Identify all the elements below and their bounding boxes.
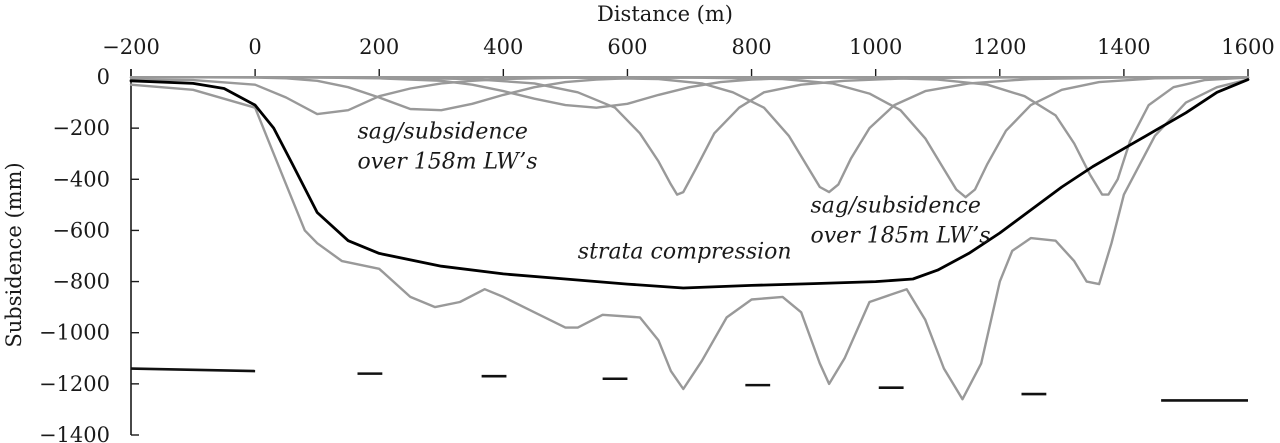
- x-tick-label: 1600: [1221, 35, 1274, 59]
- annotation-text: sag/subsidence over 158m LW’s: [358, 119, 538, 174]
- y-tick-label: −400: [52, 167, 110, 191]
- x-tick-label: 400: [483, 35, 523, 59]
- x-tick-label: 1400: [1097, 35, 1150, 59]
- y-tick-label: −1000: [39, 321, 110, 345]
- annotation-line: strata compression: [578, 240, 792, 265]
- x-tick-label: 1200: [973, 35, 1026, 59]
- series-line: [129, 76, 1250, 194]
- x-tick-label: 200: [359, 35, 399, 59]
- annotation-line: sag/subsidence: [358, 119, 528, 144]
- series-line: [129, 76, 1250, 199]
- x-tick-label: 600: [607, 35, 647, 59]
- annotations: sag/subsidence over 158m LW’ssag/subsiden…: [358, 119, 991, 264]
- panel-marker: [130, 367, 256, 373]
- series-line: [129, 76, 1250, 196]
- x-tick-label: 0: [248, 35, 261, 59]
- annotation-text: strata compression: [578, 240, 792, 265]
- series-layer: [129, 76, 1250, 401]
- annotation-line: over 158m LW’s: [358, 149, 538, 174]
- series-line: [129, 78, 1250, 401]
- y-tick-label: 0: [97, 65, 110, 89]
- annotation-line: sag/subsidence: [811, 194, 981, 219]
- x-axis-title: Distance (m): [597, 2, 733, 26]
- y-tick-label: −600: [52, 218, 110, 242]
- series-line: [129, 76, 1250, 196]
- y-tick-label: −1200: [39, 372, 110, 396]
- y-axis-title: Subsidence (mm): [2, 162, 26, 347]
- y-tick-label: −800: [52, 270, 110, 294]
- y-tick-label: −200: [52, 116, 110, 140]
- annotation-text: sag/subsidence over 185m LW’s: [811, 194, 991, 249]
- y-tick-label: −1400: [39, 423, 110, 443]
- x-tick-label: 1000: [849, 35, 902, 59]
- panel-markers: [130, 367, 1248, 402]
- x-axis: −200 0 200 400 600 800 1000 1200 1400 1600: [102, 35, 1275, 78]
- x-tick-label: 800: [732, 35, 772, 59]
- x-tick-label: −200: [102, 35, 160, 59]
- y-axis: 0 −200 −400 −600 −800 −1000 −1200 −1400: [39, 65, 139, 443]
- series-line: [129, 78, 1250, 290]
- annotation-line: over 185m LW’s: [811, 224, 991, 249]
